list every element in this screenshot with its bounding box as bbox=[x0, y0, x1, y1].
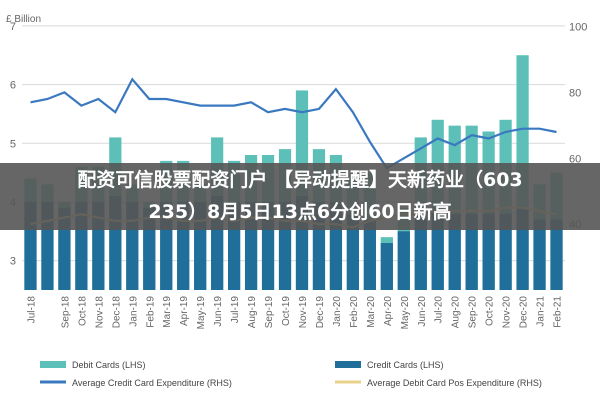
x-tick-label: Apr-19 bbox=[179, 296, 190, 326]
x-tick-label: Mar-20 bbox=[366, 296, 377, 328]
y-left-tick: 6 bbox=[10, 80, 16, 92]
x-tick-label: Oct-20 bbox=[485, 296, 496, 326]
x-tick-label: Sep-18 bbox=[60, 296, 71, 329]
credit-bar bbox=[414, 219, 427, 290]
credit-bar bbox=[397, 231, 410, 290]
x-tick-label: May-19 bbox=[196, 296, 207, 330]
legend-label: Debit Cards (LHS) bbox=[72, 360, 146, 370]
credit-bar bbox=[431, 213, 444, 290]
x-tick-label: Jan-21 bbox=[536, 296, 547, 327]
avg-credit-expenditure-line bbox=[30, 77, 557, 170]
credit-bar bbox=[363, 219, 376, 290]
x-tick-label: May-20 bbox=[400, 296, 411, 330]
banner-overlay bbox=[0, 163, 600, 230]
y-left-tick: 7 bbox=[10, 21, 16, 33]
y-left-tick: 3 bbox=[10, 256, 16, 268]
x-tick-label: Feb-20 bbox=[349, 296, 360, 328]
credit-bar bbox=[533, 219, 546, 290]
x-tick-label: Feb-19 bbox=[145, 296, 156, 328]
x-tick-label: Oct-19 bbox=[281, 296, 292, 326]
x-tick-label: Dec-20 bbox=[519, 296, 530, 329]
x-tick-label: Aug-20 bbox=[451, 296, 462, 329]
x-tick-label: Jun-19 bbox=[213, 296, 224, 327]
legend-swatch bbox=[335, 361, 361, 368]
banner-line-1: 配资可信股票配资门户 【异动提醒】天新药业（603 bbox=[77, 169, 523, 191]
x-tick-label: Jan-20 bbox=[332, 296, 343, 327]
x-tick-label: Sep-20 bbox=[468, 296, 479, 329]
x-tick-label: Nov-19 bbox=[298, 296, 309, 329]
x-tick-label: Jan-19 bbox=[128, 296, 139, 327]
y-right-tick: 100 bbox=[569, 22, 587, 34]
credit-bar bbox=[346, 213, 359, 290]
credit-bar bbox=[482, 213, 495, 290]
credit-bar bbox=[499, 213, 512, 290]
x-tick-label: Dec-18 bbox=[111, 296, 122, 329]
y-left-unit: £ Billion bbox=[6, 14, 41, 25]
x-tick-label: Dec-19 bbox=[315, 296, 326, 329]
x-tick-label: Jul-18 bbox=[26, 296, 37, 324]
credit-bar bbox=[448, 213, 461, 290]
x-tick-label: Nov-18 bbox=[94, 296, 105, 329]
credit-bar bbox=[465, 213, 478, 290]
legend-label: Credit Cards (LHS) bbox=[367, 360, 444, 370]
x-tick-label: Apr-20 bbox=[383, 296, 394, 326]
credit-bar bbox=[380, 243, 393, 290]
x-tick-label: Mar-19 bbox=[162, 296, 173, 328]
x-tick-label: Jul-20 bbox=[434, 296, 445, 324]
x-tick-label: Oct-18 bbox=[77, 296, 88, 326]
legend-label: Average Credit Card Expenditure (RHS) bbox=[72, 378, 232, 388]
x-tick-label: Jul-19 bbox=[230, 296, 241, 324]
x-tick-label: Sep-19 bbox=[264, 296, 275, 329]
credit-bar bbox=[550, 219, 563, 290]
y-left-tick: 5 bbox=[10, 138, 16, 150]
banner-line-2: 235）8月5日13点6分创60日新高 bbox=[148, 201, 452, 223]
legend-label: Average Debit Card Pos Expenditure (RHS) bbox=[367, 378, 542, 388]
legend-swatch bbox=[40, 361, 66, 368]
x-tick-label: Jun-20 bbox=[417, 296, 428, 327]
x-tick-label: Feb-21 bbox=[553, 296, 564, 328]
y-right-tick: 60 bbox=[569, 153, 581, 165]
x-tick-label: Nov-20 bbox=[502, 296, 513, 329]
x-tick-label: Aug-19 bbox=[247, 296, 258, 329]
y-right-tick: 80 bbox=[569, 87, 581, 99]
